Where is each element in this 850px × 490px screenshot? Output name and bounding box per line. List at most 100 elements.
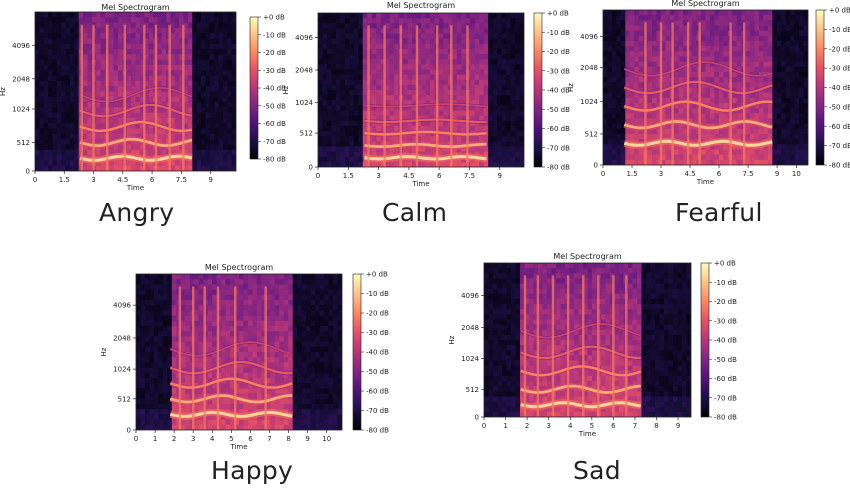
spectrogram-cell <box>612 26 617 31</box>
spectrogram-cell <box>511 23 516 28</box>
spectrogram-cell <box>322 95 327 100</box>
spectrogram-cell <box>479 126 484 131</box>
spectrogram-cell <box>83 12 88 18</box>
spectrogram-cell <box>223 12 228 18</box>
spectrogram-cell <box>35 113 40 119</box>
spectrogram-cell <box>804 41 809 46</box>
spectrogram-cell <box>701 46 706 51</box>
spectrogram-cell <box>188 12 193 18</box>
spectrogram-cell <box>109 33 114 39</box>
spectrogram-cell <box>87 134 92 140</box>
spectrogram-cell <box>39 81 44 87</box>
spectrogram-cell <box>210 60 215 66</box>
spectrogram-cell <box>634 36 639 41</box>
spectrogram-cell <box>227 155 232 161</box>
spectrogram-cell <box>759 46 764 51</box>
spectrogram-cell <box>639 150 644 155</box>
spectrogram-cell <box>515 80 520 85</box>
spectrogram-cell <box>511 80 516 85</box>
spectrogram-cell <box>470 162 475 167</box>
spectrogram-cell <box>755 160 760 165</box>
spectrogram-cell <box>390 136 395 141</box>
spectrogram-cell <box>493 116 498 121</box>
spectrogram-cell <box>170 65 175 71</box>
spectrogram-cell <box>44 81 49 87</box>
spectrogram-cell <box>710 98 715 103</box>
spectrogram-cell <box>118 54 123 60</box>
spectrogram-cell <box>746 77 751 82</box>
y-tick-label: 512 <box>17 139 30 147</box>
spectrogram-cell <box>354 136 359 141</box>
spectrogram-cell <box>403 90 408 95</box>
spectrogram-cell <box>714 51 719 56</box>
spectrogram-cell <box>497 136 502 141</box>
spectrogram-cell <box>227 145 232 151</box>
spectrogram-cell <box>625 62 630 67</box>
spectrogram-cell <box>232 113 237 119</box>
spectrogram-cell <box>101 39 106 45</box>
spectrogram-cell <box>232 166 237 172</box>
spectrogram-cell <box>634 82 639 87</box>
spectrogram-cell <box>194 326 199 332</box>
spectrogram-cell <box>607 31 612 36</box>
spectrogram-cell <box>57 102 62 108</box>
spectrogram-cell <box>101 76 106 82</box>
spectrogram-cell <box>772 31 777 36</box>
spectrogram-cell <box>212 331 217 337</box>
spectrogram-cell <box>52 139 57 145</box>
spectrogram-cell <box>777 62 782 67</box>
spectrogram-cell <box>145 425 150 431</box>
spectrogram-cell <box>48 113 53 119</box>
spectrogram-cell <box>737 36 742 41</box>
spectrogram-cell <box>390 69 395 74</box>
spectrogram-cell <box>70 118 75 124</box>
spectrogram-cell <box>777 103 782 108</box>
spectrogram-cell <box>131 23 136 29</box>
spectrogram-cell <box>336 116 341 121</box>
onset-stripe <box>416 25 418 167</box>
spectrogram-cell <box>634 160 639 165</box>
spectrogram-cell <box>625 150 630 155</box>
spectrogram-cell <box>394 90 399 95</box>
spectrogram-cell <box>714 160 719 165</box>
spectrogram-cell <box>616 15 621 20</box>
spectrogram-cell <box>149 92 154 98</box>
spectrogram-cell <box>118 28 123 34</box>
spectrogram-cell <box>349 111 354 116</box>
spectrogram-cell <box>74 33 79 39</box>
spectrogram-cell <box>425 95 430 100</box>
spectrogram-cell <box>390 162 395 167</box>
spectrogram-cell <box>804 82 809 87</box>
spectrogram-cell <box>515 13 520 18</box>
spectrogram-cell <box>205 134 210 140</box>
spectrogram-cell <box>781 119 786 124</box>
spectrogram-cell <box>755 51 760 56</box>
spectrogram-cell <box>520 69 525 74</box>
spectrogram-cell <box>318 49 323 54</box>
spectrogram-cell <box>39 107 44 113</box>
spectrogram-cell <box>101 60 106 66</box>
spectrogram-cell <box>118 70 123 76</box>
spectrogram-cell <box>790 62 795 67</box>
y-tick-label: 1024 <box>295 99 313 107</box>
spectrogram-cell <box>394 39 399 44</box>
spectrogram-cell <box>127 28 132 34</box>
spectrogram-cell <box>232 44 237 50</box>
spectrogram-cell <box>208 347 213 353</box>
spectrogram-cell <box>232 23 237 29</box>
spectrogram-cell <box>345 131 350 136</box>
spectrogram-cell <box>70 129 75 135</box>
spectrogram-cell <box>795 36 800 41</box>
spectrogram-cell <box>74 49 79 55</box>
spectrogram-cell <box>127 60 132 66</box>
spectrogram-cell <box>732 20 737 25</box>
spectrogram-cell <box>692 160 697 165</box>
spectrogram-cell <box>425 13 430 18</box>
spectrogram-cell <box>214 134 219 140</box>
spectrogram-cell <box>205 86 210 92</box>
spectrogram-cell <box>479 54 484 59</box>
spectrogram-cell <box>363 13 368 18</box>
spectrogram-cell <box>149 331 154 337</box>
spectrogram-cell <box>358 34 363 39</box>
